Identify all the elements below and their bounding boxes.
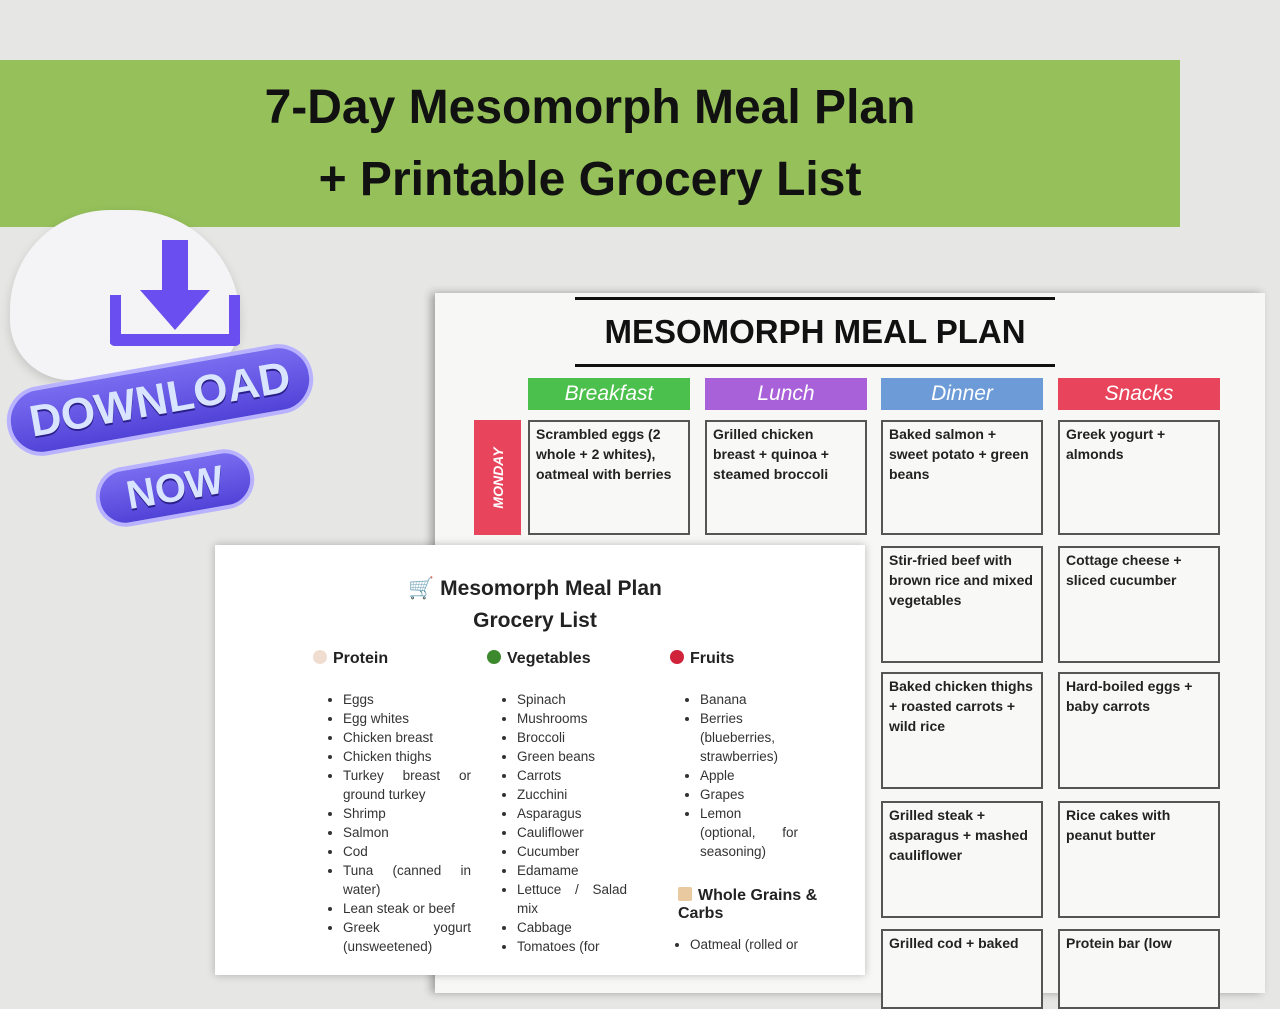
meal-cell: Grilled steak + asparagus + mashed cauli… bbox=[881, 801, 1043, 918]
grocery-item: Chicken thighs bbox=[343, 747, 471, 766]
grocery-item: Turkey breast or ground turkey bbox=[343, 766, 471, 804]
grocery-item: Cod bbox=[343, 842, 471, 861]
strawberry-icon bbox=[670, 650, 684, 664]
meal-cell: Grilled chicken breast + quinoa + steame… bbox=[705, 420, 867, 535]
grocery-item: Asparagus bbox=[517, 804, 627, 823]
egg-icon bbox=[313, 650, 327, 664]
download-now-badge[interactable]: DOWNLOAD NOW bbox=[0, 200, 330, 532]
meal-cell: Baked salmon + sweet potato + green bean… bbox=[881, 420, 1043, 535]
column-snacks: Snacks bbox=[1058, 378, 1220, 410]
grocery-title: 🛒 Mesomorph Meal Plan Grocery List bbox=[408, 577, 662, 632]
grocery-item: Oatmeal (rolled or bbox=[690, 935, 830, 954]
grocery-item: Berries (blueberries, strawberries) bbox=[700, 709, 798, 766]
section-grains: Whole Grains & Carbs Oatmeal (rolled or bbox=[670, 887, 830, 954]
shopping-cart-icon: 🛒 bbox=[408, 577, 435, 600]
grocery-item: Tomatoes (for bbox=[517, 937, 627, 956]
column-dinner: Dinner bbox=[881, 378, 1043, 410]
grocery-item: Chicken breast bbox=[343, 728, 471, 747]
grocery-item: Banana bbox=[700, 690, 798, 709]
meal-plan-title: MESOMORPH MEAL PLAN bbox=[575, 297, 1055, 367]
grocery-item: Spinach bbox=[517, 690, 627, 709]
meal-cell: Baked chicken thighs + roasted carrots +… bbox=[881, 672, 1043, 789]
grocery-item: Lemon (optional, for seasoning) bbox=[700, 804, 798, 861]
broccoli-icon bbox=[487, 650, 501, 664]
grocery-item: Carrots bbox=[517, 766, 627, 785]
grocery-list-page: 🛒 Mesomorph Meal Plan Grocery List Prote… bbox=[215, 545, 865, 975]
title-banner: 7-Day Mesomorph Meal Plan + Printable Gr… bbox=[0, 60, 1180, 227]
banner-title-line1: 7-Day Mesomorph Meal Plan bbox=[264, 81, 916, 134]
banner-title-line2: + Printable Grocery List bbox=[318, 153, 862, 206]
column-breakfast: Breakfast bbox=[528, 378, 690, 410]
meal-cell: Protein bar (low bbox=[1058, 929, 1220, 1009]
grocery-item: Cabbage bbox=[517, 918, 627, 937]
grocery-item: Greek yogurt (unsweetened) bbox=[343, 918, 471, 956]
grocery-item: Shrimp bbox=[343, 804, 471, 823]
bread-icon bbox=[678, 887, 692, 901]
meal-cell: Cottage cheese + sliced cucumber bbox=[1058, 546, 1220, 663]
grocery-item: Salmon bbox=[343, 823, 471, 842]
meal-cell: Greek yogurt + almonds bbox=[1058, 420, 1220, 535]
grocery-item: Egg whites bbox=[343, 709, 471, 728]
meal-cell: Grilled cod + baked bbox=[881, 929, 1043, 1009]
grocery-item: Tuna (canned in water) bbox=[343, 861, 471, 899]
column-lunch: Lunch bbox=[705, 378, 867, 410]
grocery-item: Lettuce / Salad mix bbox=[517, 880, 627, 918]
section-fruits: Fruits BananaBerries (blueberries, straw… bbox=[670, 650, 798, 861]
grocery-item: Green beans bbox=[517, 747, 627, 766]
grocery-item: Lean steak or beef bbox=[343, 899, 471, 918]
grocery-item: Apple bbox=[700, 766, 798, 785]
grocery-item: Broccoli bbox=[517, 728, 627, 747]
grocery-item: Cauliflower bbox=[517, 823, 627, 842]
section-protein: Protein EggsEgg whitesChicken breastChic… bbox=[313, 650, 471, 956]
grocery-item: Grapes bbox=[700, 785, 798, 804]
meal-cell: Hard-boiled eggs + baby carrots bbox=[1058, 672, 1220, 789]
download-arrow-icon bbox=[110, 240, 240, 346]
meal-cell: Rice cakes with peanut butter bbox=[1058, 801, 1220, 918]
meal-cell: Scrambled eggs (2 whole + 2 whites), oat… bbox=[528, 420, 690, 535]
grocery-item: Zucchini bbox=[517, 785, 627, 804]
grocery-item: Edamame bbox=[517, 861, 627, 880]
now-label: NOW bbox=[91, 444, 259, 532]
section-vegetables: Vegetables SpinachMushroomsBroccoliGreen… bbox=[487, 650, 627, 956]
day-label-monday: MONDAY bbox=[474, 420, 521, 535]
grocery-item: Mushrooms bbox=[517, 709, 627, 728]
grocery-item: Eggs bbox=[343, 690, 471, 709]
meal-cell: Stir-fried beef with brown rice and mixe… bbox=[881, 546, 1043, 663]
grocery-item: Cucumber bbox=[517, 842, 627, 861]
